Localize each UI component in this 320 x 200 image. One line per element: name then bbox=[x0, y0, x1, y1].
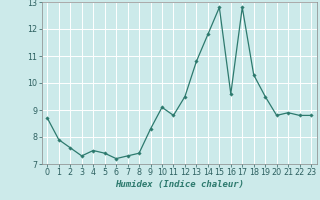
X-axis label: Humidex (Indice chaleur): Humidex (Indice chaleur) bbox=[115, 180, 244, 189]
